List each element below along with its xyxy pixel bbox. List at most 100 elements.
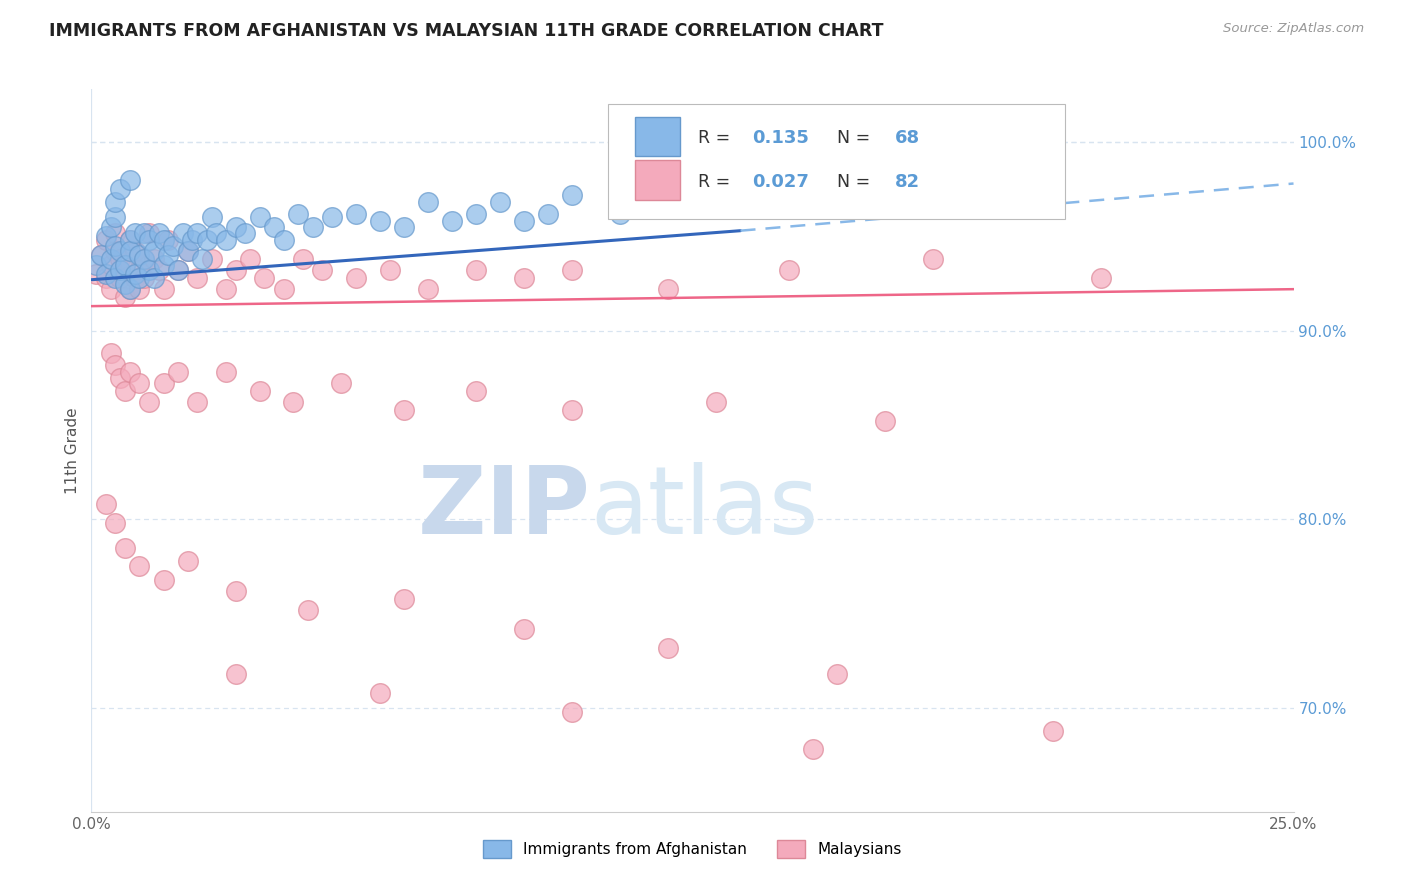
Point	[104, 244, 127, 259]
Point	[114, 384, 136, 398]
Point	[114, 290, 136, 304]
Point	[152, 376, 174, 391]
Point	[186, 226, 208, 240]
Point	[94, 267, 117, 281]
Point	[609, 207, 631, 221]
Point	[134, 270, 156, 285]
Point	[104, 226, 127, 240]
Point	[392, 591, 415, 606]
Point	[465, 263, 488, 277]
Point	[215, 233, 238, 247]
Point	[167, 263, 190, 277]
Point	[167, 365, 190, 379]
Point	[167, 263, 190, 277]
Point	[253, 270, 276, 285]
Text: ZIP: ZIP	[418, 462, 591, 554]
Point	[249, 211, 271, 225]
Point	[416, 195, 439, 210]
Point	[118, 173, 141, 187]
Text: IMMIGRANTS FROM AFGHANISTAN VS MALAYSIAN 11TH GRADE CORRELATION CHART: IMMIGRANTS FROM AFGHANISTAN VS MALAYSIAN…	[49, 22, 884, 40]
Point	[215, 282, 238, 296]
Point	[176, 244, 198, 259]
Point	[176, 554, 198, 568]
Point	[263, 219, 285, 234]
Point	[778, 263, 800, 277]
Point	[110, 182, 132, 196]
Point	[84, 267, 107, 281]
Point	[344, 207, 367, 221]
Point	[90, 248, 112, 262]
Point	[124, 267, 146, 281]
Point	[378, 263, 401, 277]
Point	[100, 258, 122, 272]
Point	[513, 270, 536, 285]
Point	[1042, 723, 1064, 738]
Point	[100, 252, 122, 266]
Point	[114, 263, 136, 277]
Point	[195, 233, 218, 247]
Point	[283, 395, 305, 409]
Point	[90, 248, 112, 262]
Point	[148, 226, 170, 240]
Point	[489, 195, 512, 210]
Point	[142, 270, 165, 285]
Point	[152, 233, 174, 247]
Point	[801, 742, 824, 756]
Point	[233, 226, 256, 240]
Point	[225, 584, 247, 599]
Point	[118, 233, 141, 247]
Point	[392, 219, 415, 234]
Point	[138, 233, 160, 247]
Point	[104, 270, 127, 285]
Point	[124, 244, 146, 259]
Point	[225, 219, 247, 234]
Point	[392, 403, 415, 417]
Text: 68: 68	[894, 129, 920, 147]
Point	[114, 277, 136, 291]
Point	[114, 258, 136, 272]
Point	[368, 686, 391, 700]
Point	[191, 252, 214, 266]
Point	[706, 395, 728, 409]
Point	[152, 282, 174, 296]
Point	[128, 282, 150, 296]
Point	[110, 263, 132, 277]
Point	[311, 263, 333, 277]
Point	[273, 233, 295, 247]
Point	[825, 667, 848, 681]
Point	[368, 214, 391, 228]
Point	[118, 365, 141, 379]
Point	[148, 263, 170, 277]
Point	[134, 252, 156, 266]
Point	[873, 414, 896, 428]
Text: R =: R =	[699, 173, 737, 191]
Point	[176, 244, 198, 259]
Point	[128, 263, 150, 277]
FancyBboxPatch shape	[609, 103, 1066, 219]
Point	[134, 252, 156, 266]
Point	[124, 226, 146, 240]
Point	[118, 282, 141, 296]
Point	[172, 226, 194, 240]
Point	[1090, 270, 1112, 285]
Point	[100, 346, 122, 360]
Point	[94, 270, 117, 285]
Point	[273, 282, 295, 296]
Point	[754, 177, 776, 191]
Point	[922, 252, 945, 266]
Point	[128, 248, 150, 262]
Point	[205, 226, 228, 240]
Point	[128, 559, 150, 574]
Point	[181, 233, 204, 247]
Point	[330, 376, 353, 391]
Point	[104, 358, 127, 372]
Point	[94, 233, 117, 247]
FancyBboxPatch shape	[634, 160, 681, 200]
Text: N =: N =	[837, 129, 876, 147]
Point	[513, 622, 536, 636]
Point	[114, 541, 136, 555]
Point	[138, 263, 160, 277]
Point	[561, 403, 583, 417]
Text: Source: ZipAtlas.com: Source: ZipAtlas.com	[1223, 22, 1364, 36]
Point	[344, 270, 367, 285]
